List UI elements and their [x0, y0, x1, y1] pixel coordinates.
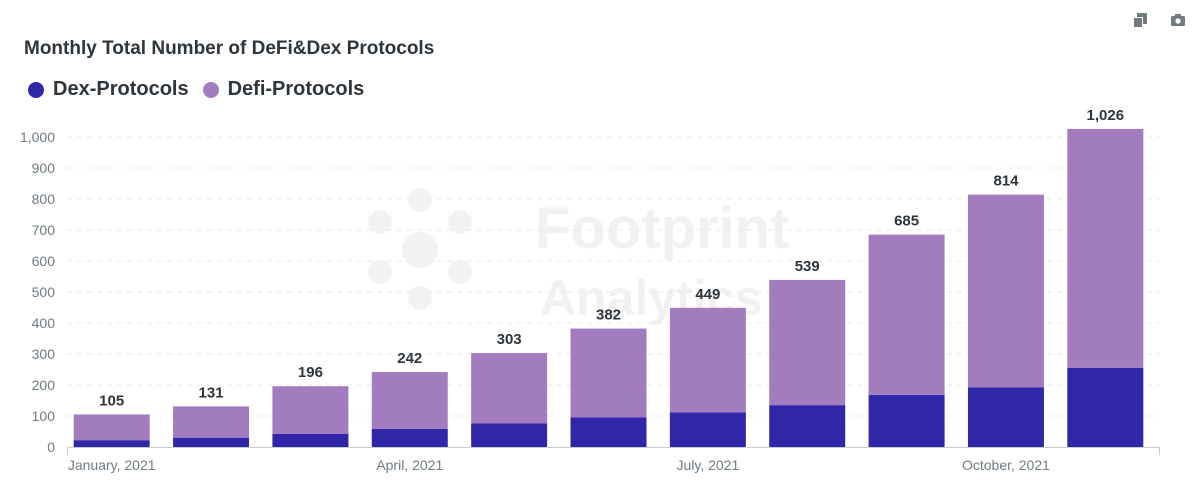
y-tick-label: 400	[32, 315, 56, 331]
bar-dex-protocols[interactable]	[73, 440, 150, 447]
bar-dex-protocols[interactable]	[173, 437, 250, 447]
bar-total-label: 196	[298, 364, 323, 381]
bar-group[interactable]: 131	[173, 384, 250, 447]
chart-title: Monthly Total Number of DeFi&Dex Protoco…	[24, 38, 435, 59]
bar-dex-protocols[interactable]	[1067, 367, 1144, 447]
x-axis: January, 2021 April, 2021 July, 2021 Octobe…	[67, 447, 1160, 473]
bar-defi-protocols[interactable]	[272, 386, 349, 434]
bar-defi-protocols[interactable]	[669, 307, 746, 413]
y-tick-label: 600	[32, 253, 56, 269]
bar-defi-protocols[interactable]	[967, 194, 1044, 388]
legend-item-dex[interactable]: Dex-Protocols	[28, 78, 189, 101]
x-tick-label: July, 2021	[676, 457, 739, 473]
x-tick-label: January, 2021	[68, 457, 156, 473]
y-tick-label: 100	[32, 408, 56, 424]
bar-total-label: 449	[695, 286, 720, 303]
bar-group[interactable]: 242	[371, 350, 448, 447]
legend-swatch-dex	[28, 81, 44, 98]
bar-defi-protocols[interactable]	[1067, 128, 1144, 368]
bar-dex-protocols[interactable]	[669, 412, 746, 447]
bar-defi-protocols[interactable]	[570, 328, 647, 418]
y-tick-label: 300	[32, 346, 56, 362]
legend-label-defi: Defi-Protocols	[227, 78, 365, 100]
bar-dex-protocols[interactable]	[570, 417, 647, 447]
bar-dex-protocols[interactable]	[967, 387, 1044, 447]
bar-dex-protocols[interactable]	[471, 423, 548, 447]
bar-group[interactable]: 539	[769, 258, 846, 447]
bar-group[interactable]: 1,026	[1067, 107, 1144, 447]
x-tick-label: April, 2021	[376, 457, 443, 473]
bar-group[interactable]: 196	[272, 364, 349, 447]
bar-total-label: 303	[497, 331, 522, 348]
bar-total-label: 1,026	[1087, 107, 1125, 124]
y-tick-label: 200	[32, 377, 56, 393]
bar-dex-protocols[interactable]	[371, 429, 448, 447]
bar-dex-protocols[interactable]	[868, 394, 945, 447]
bar-total-label: 539	[795, 258, 820, 275]
bar-dex-protocols[interactable]	[769, 405, 846, 447]
bar-group[interactable]: 303	[471, 331, 548, 447]
bar-defi-protocols[interactable]	[371, 371, 448, 430]
bar-group[interactable]: 449	[669, 286, 746, 447]
y-tick-label: 900	[32, 160, 56, 176]
watermark-logo-icon	[368, 188, 472, 310]
chart-bars: 105 131 196 242 303 382 449 539 685 814 1,026	[73, 107, 1144, 447]
x-tick-label: October, 2021	[962, 457, 1050, 473]
bar-defi-protocols[interactable]	[173, 406, 250, 438]
bar-defi-protocols[interactable]	[471, 353, 548, 424]
y-axis: 0 100 200 300 400 500 600 700 800 900 1,000	[20, 129, 55, 455]
y-tick-label: 0	[47, 439, 55, 455]
bar-total-label: 382	[596, 307, 621, 324]
bar-total-label: 814	[993, 173, 1019, 190]
watermark-line-1: Footprint	[535, 196, 789, 261]
bar-group[interactable]: 814	[967, 173, 1044, 447]
chart-legend: Dex-Protocols Defi-Protocols	[28, 78, 364, 101]
y-tick-label: 800	[32, 191, 56, 207]
chart-toolbar	[1132, 12, 1186, 28]
bar-group[interactable]: 382	[570, 307, 647, 447]
bar-dex-protocols[interactable]	[272, 433, 349, 447]
watermark: Footprint Analytics	[368, 188, 789, 326]
bar-group[interactable]: 685	[868, 213, 945, 447]
y-tick-label: 500	[32, 284, 56, 300]
bar-defi-protocols[interactable]	[769, 279, 846, 406]
bar-group[interactable]: 105	[73, 392, 150, 447]
copy-icon[interactable]	[1132, 12, 1148, 28]
camera-icon[interactable]	[1170, 12, 1186, 28]
y-tick-label: 1,000	[20, 129, 55, 145]
legend-item-defi[interactable]: Defi-Protocols	[202, 78, 365, 101]
legend-label-dex: Dex-Protocols	[53, 78, 189, 100]
bar-total-label: 131	[199, 384, 224, 401]
bar-total-label: 242	[397, 350, 422, 367]
bar-total-label: 105	[99, 392, 124, 409]
bar-total-label: 685	[894, 213, 919, 230]
bar-defi-protocols[interactable]	[868, 234, 945, 395]
legend-swatch-defi	[202, 81, 219, 98]
bar-defi-protocols[interactable]	[73, 414, 150, 441]
y-tick-label: 700	[32, 222, 56, 238]
